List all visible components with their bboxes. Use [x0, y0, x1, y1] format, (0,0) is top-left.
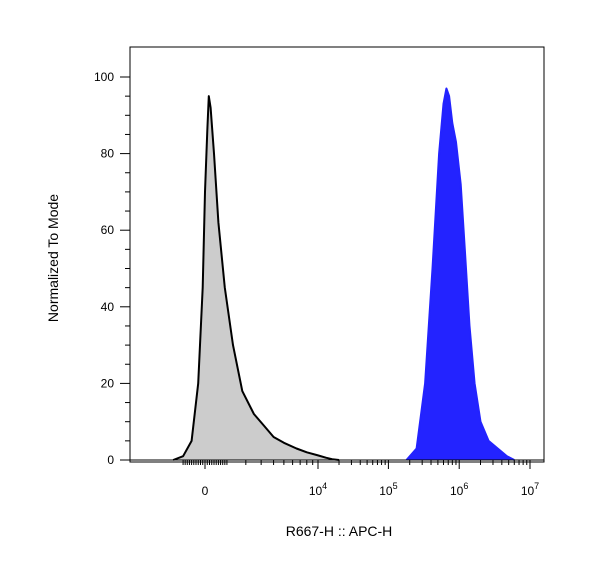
histogram-outline-2 [405, 87, 515, 461]
x-axis-title: R667-H :: APC-H [286, 523, 393, 539]
x-tick-exponent: 5 [393, 481, 398, 491]
histogram-area-2 [406, 88, 515, 460]
histogram-series-1 [172, 95, 340, 461]
series-layer [172, 87, 515, 461]
x-tick-exponent: 7 [534, 481, 539, 491]
x-tick-base: 10 [521, 484, 535, 498]
histogram-outline-1 [172, 95, 340, 461]
y-tick-label: 100 [94, 70, 114, 84]
x-tick-label: 107 [521, 481, 539, 498]
histogram-series-2 [405, 87, 515, 461]
histogram-area-1 [173, 96, 339, 460]
y-tick-label: 60 [101, 223, 115, 237]
x-axis: 0 104 105 106 107 [130, 459, 544, 498]
y-tick-label: 40 [101, 300, 115, 314]
x-tick-label: 106 [450, 481, 468, 498]
plot-frame [129, 46, 545, 463]
x-tick-exponent: 6 [463, 481, 468, 491]
x-tick-label: 0 [202, 484, 209, 498]
x-tick-label: 104 [309, 481, 327, 498]
x-tick-base: 10 [450, 484, 464, 498]
x-tick-base: 0 [202, 484, 209, 498]
x-tick-exponent: 4 [322, 481, 327, 491]
y-tick-label: 0 [107, 453, 114, 467]
x-tick-label: 105 [379, 481, 397, 498]
y-axis: 0 20 40 60 80 100 [94, 70, 130, 467]
x-tick-base: 10 [309, 484, 323, 498]
y-tick-label: 20 [101, 376, 115, 390]
y-axis-title: Normalized To Mode [45, 194, 61, 322]
x-tick-base: 10 [379, 484, 393, 498]
y-tick-label: 80 [101, 147, 115, 161]
